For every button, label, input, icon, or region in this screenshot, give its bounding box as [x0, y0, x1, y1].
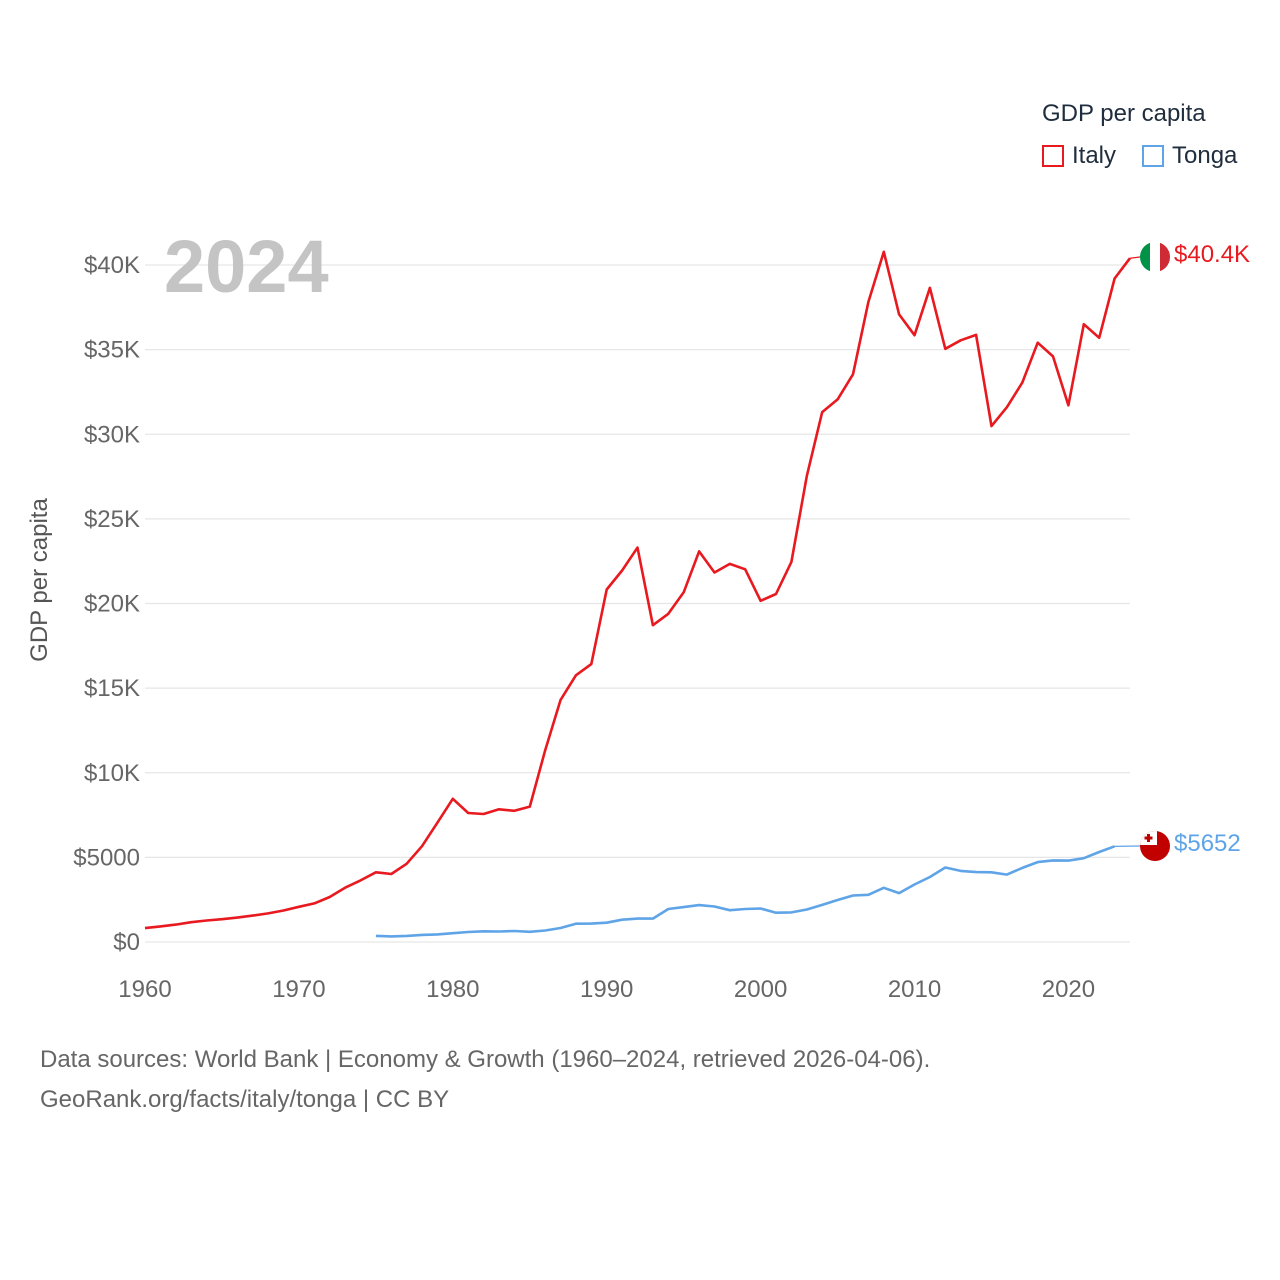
source-line-2: GeoRank.org/facts/italy/tonga | CC BY: [40, 1086, 450, 1113]
y-tick-label: $15K: [84, 675, 140, 702]
x-tick-label: 2010: [888, 976, 941, 1003]
tonga-end-value: $5652: [1174, 830, 1241, 857]
y-tick-label: $35K: [84, 337, 140, 364]
legend-label-italy: Italy: [1072, 142, 1117, 169]
y-tick-label: $25K: [84, 506, 140, 533]
legend-item-italy[interactable]: Italy: [1042, 142, 1116, 170]
x-tick-label: 1970: [272, 976, 325, 1003]
italy-end-value: $40.4K: [1174, 241, 1251, 268]
legend-item-tonga[interactable]: Tonga: [1142, 142, 1237, 170]
x-tick-label: 2000: [734, 976, 787, 1003]
x-tick-label: 1990: [580, 976, 633, 1003]
legend-label-tonga: Tonga: [1172, 142, 1238, 169]
end-leader-italy: [1129, 256, 1141, 259]
year-label: 2024: [164, 225, 329, 308]
y-axis-label: GDP per capita: [26, 498, 53, 662]
x-tick-label: 1960: [118, 976, 171, 1003]
x-tick-label: 1980: [426, 976, 479, 1003]
source-line-1: Data sources: World Bank | Economy & Gro…: [40, 1046, 931, 1073]
legend-swatch-tonga: [1142, 145, 1164, 167]
x-tick-label: 2020: [1042, 976, 1095, 1003]
series-line-tonga: [375, 845, 1116, 938]
italy-flag-icon: [1140, 242, 1170, 272]
y-tick-label: $10K: [84, 760, 140, 787]
legend-swatch-italy: [1042, 145, 1064, 167]
y-tick-label: $0: [113, 929, 140, 956]
legend-title: GDP per capita: [1042, 100, 1206, 127]
y-tick-label: $5000: [73, 844, 140, 871]
y-tick-label: $30K: [84, 421, 140, 448]
tonga-flag-icon: [1140, 831, 1170, 861]
y-tick-label: $40K: [84, 252, 140, 279]
series-line-italy: [144, 250, 1132, 930]
y-tick-label: $20K: [84, 591, 140, 618]
